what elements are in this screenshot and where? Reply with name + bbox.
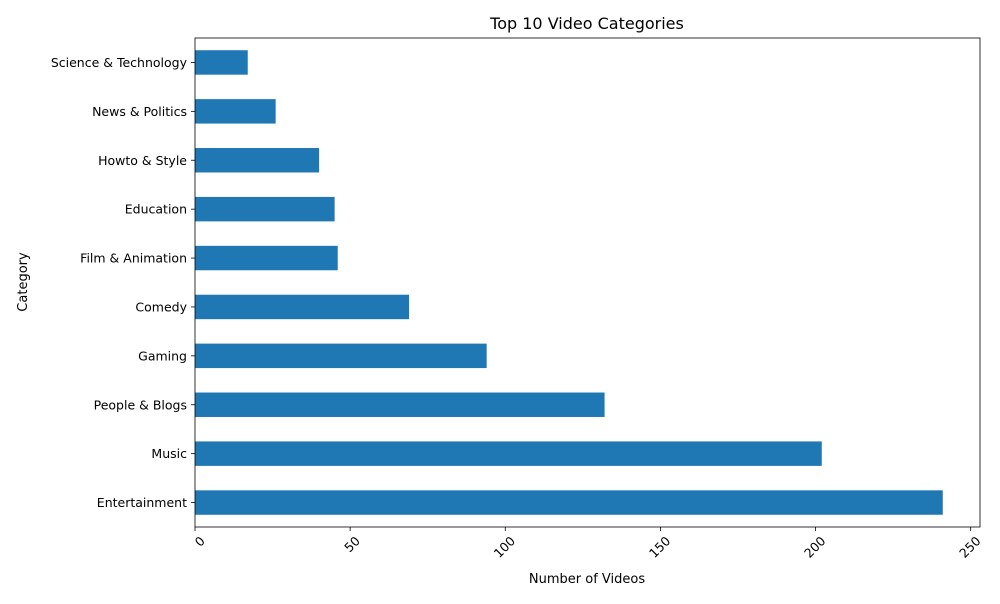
bar-news-and-politics <box>195 99 276 124</box>
y-tick-label-news-and-politics: News & Politics <box>92 104 187 119</box>
y-tick-label-comedy: Comedy <box>135 299 187 314</box>
y-tick-label-gaming: Gaming <box>138 348 187 363</box>
y-tick-label-film-and-animation: Film & Animation <box>80 251 187 266</box>
bar-entertainment <box>195 490 943 515</box>
y-tick-label-science-and-technology: Science & Technology <box>51 55 188 70</box>
y-tick-label-education: Education <box>125 202 187 217</box>
x-tick-label-250: 250 <box>956 533 984 561</box>
bar-people-and-blogs <box>195 392 605 417</box>
x-tick-label-150: 150 <box>646 533 674 561</box>
y-tick-label-people-and-blogs: People & Blogs <box>94 397 187 412</box>
x-tick-label-50: 50 <box>341 533 363 555</box>
bar-education <box>195 196 335 222</box>
x-tick-label-100: 100 <box>491 533 519 561</box>
x-axis-label: Number of Videos <box>529 572 645 587</box>
axes-frame <box>194 37 981 528</box>
y-tick-label-entertainment: Entertainment <box>97 495 187 510</box>
bar-music <box>195 441 822 466</box>
bar-comedy <box>195 294 410 320</box>
chart-title: Top 10 Video Categories <box>489 14 684 33</box>
bar-howto-and-style <box>195 148 320 173</box>
bar-film-and-animation <box>195 245 338 271</box>
plot-area: Entertainment Music People & Blogs Gaming Co… <box>51 37 984 561</box>
x-tick-label-0: 0 <box>192 533 208 549</box>
y-tick-label-music: Music <box>151 446 187 461</box>
y-tick-label-howto-and-style: Howto & Style <box>98 153 187 168</box>
bar-science-and-technology <box>195 50 248 75</box>
bar-gaming <box>195 343 487 369</box>
y-axis-label: Category <box>16 252 31 312</box>
x-tick-label-200: 200 <box>801 533 829 561</box>
